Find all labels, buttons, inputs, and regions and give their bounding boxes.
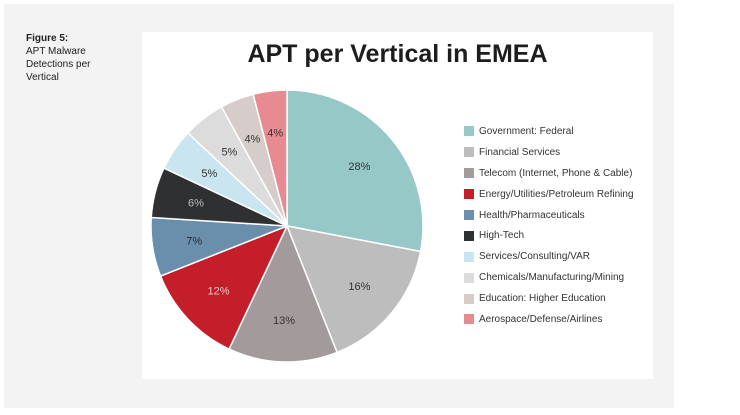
slice-data-label: 6% — [188, 198, 204, 210]
legend-label: Financial Services — [479, 146, 561, 158]
legend-item: Chemicals/Manufacturing/Mining — [464, 267, 649, 288]
legend-swatch — [464, 230, 474, 241]
legend-item: High-Tech — [464, 225, 649, 246]
legend-swatch — [464, 314, 474, 325]
slice-data-label: 5% — [221, 147, 237, 159]
legend-swatch — [464, 272, 474, 283]
legend-swatch — [464, 126, 474, 137]
pie-slice — [286, 89, 424, 253]
legend-item: Services/Consulting/VAR — [464, 246, 649, 267]
legend-label: Services/Consulting/VAR — [479, 251, 590, 263]
legend-item: Financial Services — [464, 142, 649, 163]
caption-line: Detections per — [26, 59, 91, 70]
legend-item: Energy/Utilities/Petroleum Refining — [464, 184, 649, 205]
chart-legend: Government: Federal Financial Services Tel… — [464, 121, 649, 330]
legend-swatch — [464, 251, 474, 262]
legend-item: Telecom (Internet, Phone & Cable) — [464, 163, 649, 184]
legend-swatch — [464, 189, 474, 200]
figure-caption: Figure 5: APT Malware Detections per Ver… — [26, 32, 126, 84]
caption-line: APT Malware — [26, 46, 86, 57]
legend-swatch — [464, 293, 474, 304]
legend-label: Energy/Utilities/Petroleum Refining — [479, 188, 634, 200]
legend-label: High-Tech — [479, 230, 525, 242]
pie-slice — [228, 224, 339, 363]
legend-label: Telecom (Internet, Phone & Cable) — [479, 167, 633, 179]
slice-data-label: 4% — [244, 134, 260, 146]
legend-label: Government: Federal — [479, 125, 574, 137]
pie-slice — [252, 89, 288, 227]
legend-label: Aerospace/Defense/Airlines — [479, 313, 603, 325]
legend-swatch — [464, 210, 474, 220]
caption-line: Vertical — [26, 72, 59, 83]
legend-swatch — [464, 147, 474, 158]
pie-slice — [285, 225, 422, 354]
legend-swatch — [464, 168, 474, 179]
legend-item: Aerospace/Defense/Airlines — [464, 309, 649, 330]
legend-label: Education: Higher Education — [479, 293, 606, 305]
slice-data-label: 16% — [348, 281, 370, 293]
legend-item: Education: Higher Education — [464, 288, 649, 309]
slice-data-label: 5% — [201, 168, 217, 180]
legend-label: Health/Pharmaceuticals — [479, 209, 585, 221]
slice-data-label: 13% — [273, 315, 295, 327]
legend-item: Health/Pharmaceuticals — [464, 205, 649, 226]
chart-title: APT per Vertical in EMEA — [247, 40, 548, 68]
legend-label: Chemicals/Manufacturing/Mining — [479, 272, 625, 284]
slice-data-label: 4% — [267, 128, 283, 140]
pie-chart: 28% 16% 13% 12% 7% 6% 5% 5% 4% 4% — [150, 89, 424, 363]
pie-slice — [159, 224, 289, 351]
figure-label: Figure 5: — [26, 33, 69, 44]
slice-data-label: 7% — [186, 236, 202, 248]
legend-item: Government: Federal — [464, 121, 649, 142]
slice-data-label: 12% — [207, 285, 229, 297]
chart-card: APT per Vertical in EMEA 28% 16% 13% 12% 7% 6… — [142, 32, 653, 379]
slice-data-label: 28% — [348, 161, 370, 173]
